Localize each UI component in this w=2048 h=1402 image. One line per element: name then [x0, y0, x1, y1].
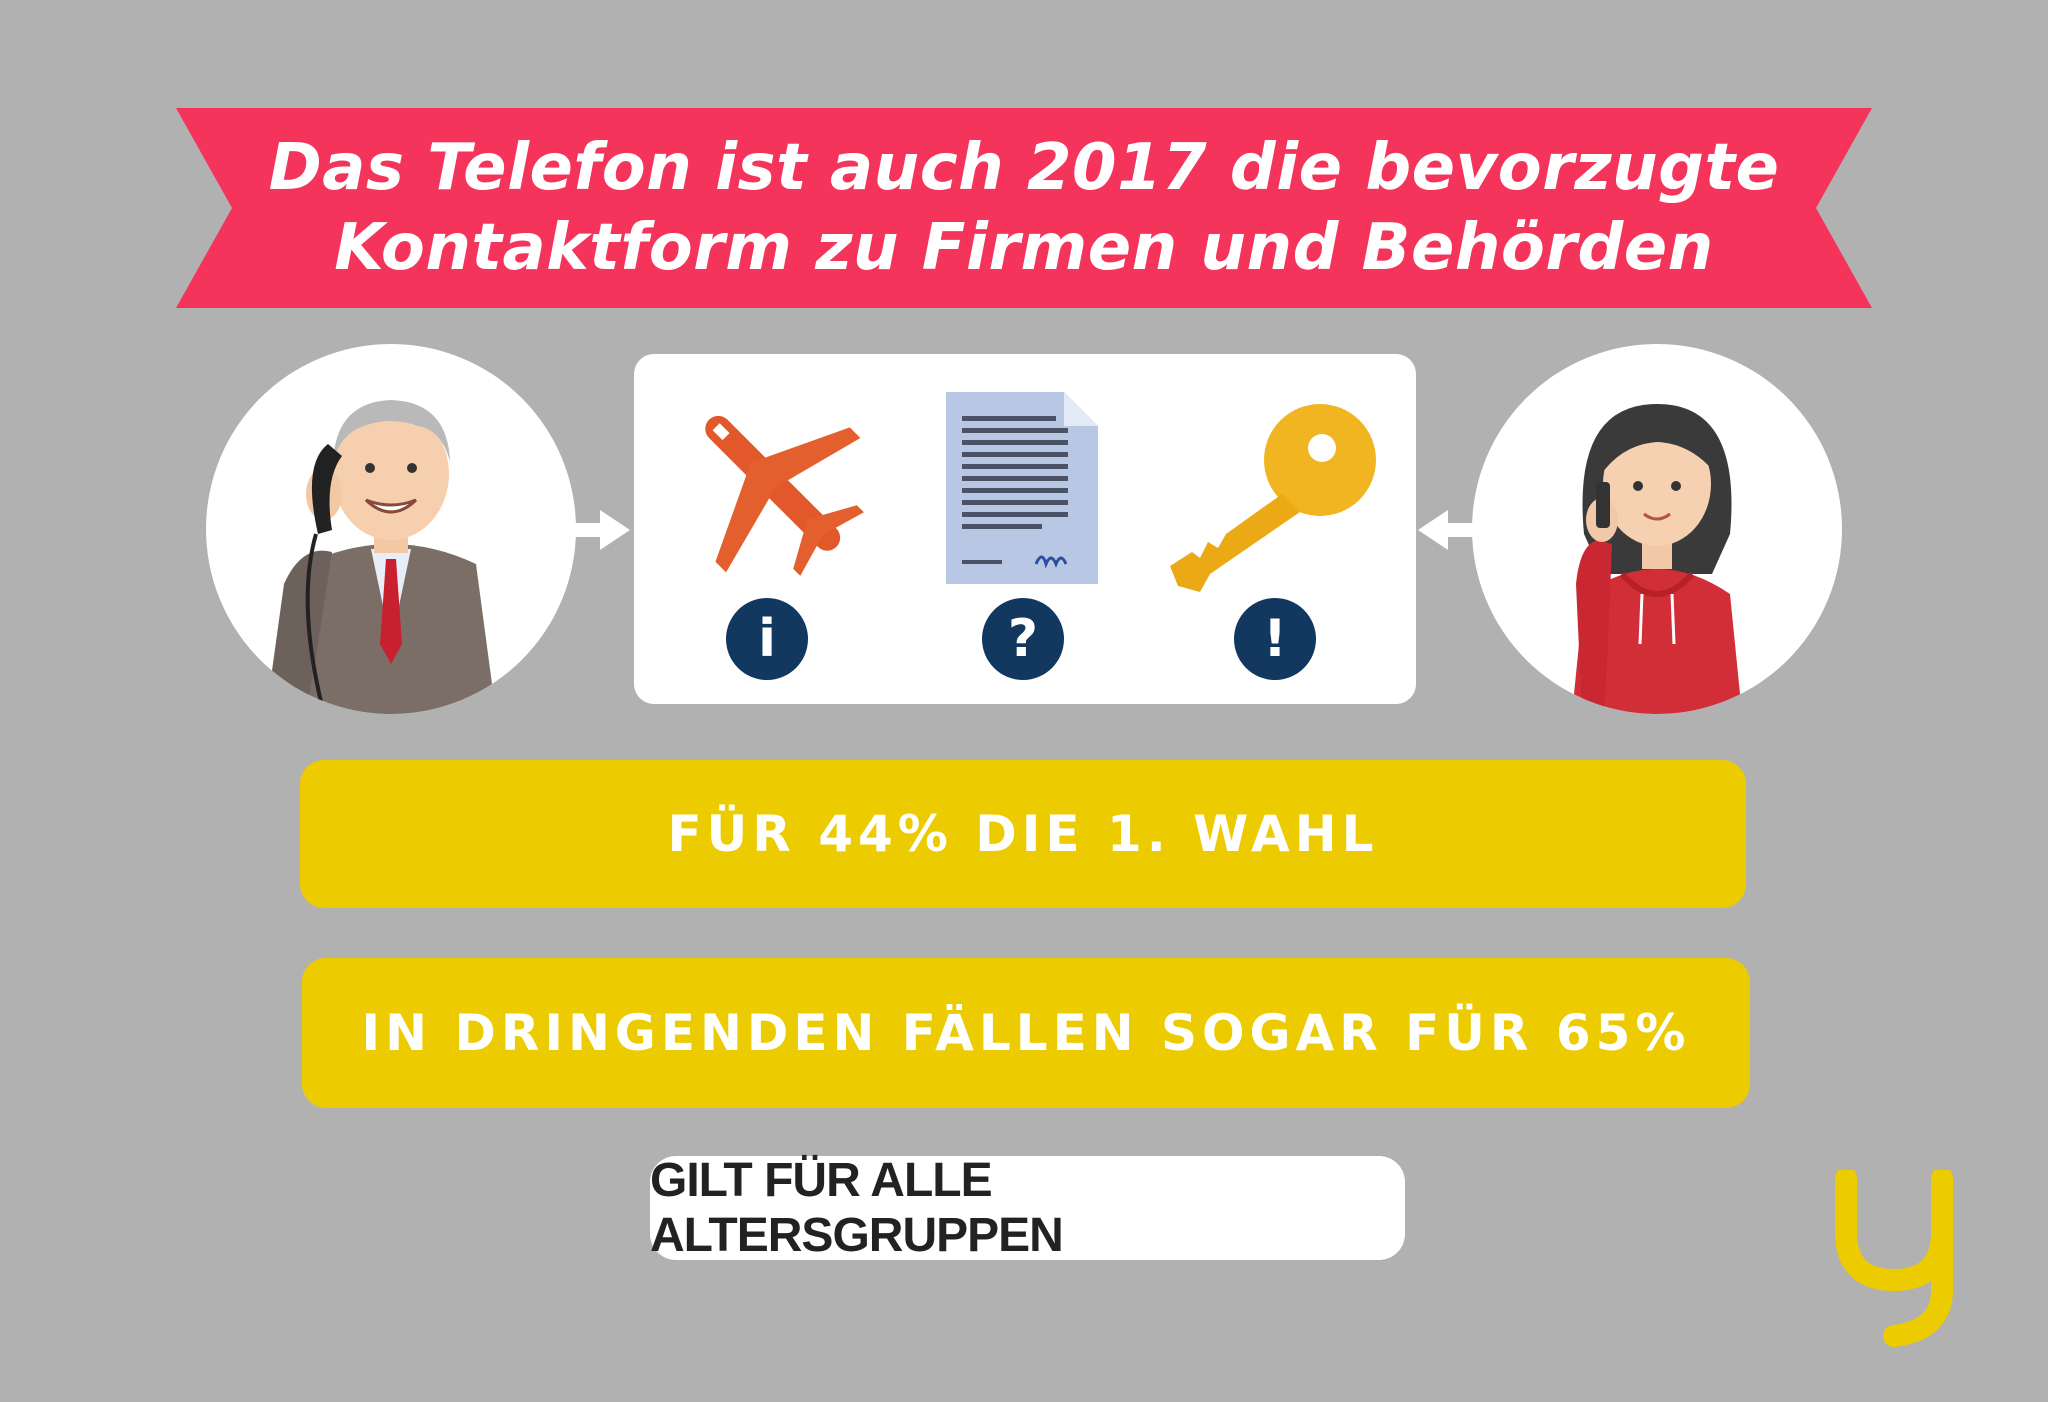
question-badge-glyph: ? — [1007, 609, 1039, 669]
info-icon: i — [726, 598, 808, 680]
caller-man-illustration — [206, 344, 576, 714]
headline-text: Das Telefon ist auch 2017 die bevorzugte… — [176, 106, 1872, 310]
all-age-groups-tag: GILT FÜR ALLE ALTERSGRUPPEN — [650, 1154, 1405, 1262]
all-age-groups-text: GILT FÜR ALLE ALTERSGRUPPEN — [650, 1154, 1064, 1262]
caller-woman-illustration — [1472, 344, 1842, 714]
info-badge-glyph: i — [758, 609, 776, 669]
woman-on-phone-icon — [1572, 404, 1742, 714]
stat-first-choice-text: FÜR 44% DIE 1. WAHL — [667, 805, 1379, 863]
headline-banner: Das Telefon ist auch 2017 die bevorzugte… — [176, 106, 1872, 310]
exclamation-badge-glyph: ! — [1263, 609, 1287, 669]
ribbon-shape — [176, 108, 1872, 308]
stat-urgent-cases: IN DRINGENDEN FÄLLEN SOGAR FÜR 65% — [302, 958, 1750, 1108]
brand-logo-icon — [1824, 1167, 1964, 1354]
headline-line-1: Das Telefon ist auch 2017 die bevorzugte — [268, 131, 1780, 205]
key-icon — [1170, 402, 1380, 596]
topics-card: i ? ! — [634, 354, 1416, 704]
document-icon — [946, 392, 1098, 588]
stat-urgent-cases-text: IN DRINGENDEN FÄLLEN SOGAR FÜR 65% — [361, 1004, 1691, 1062]
stat-first-choice: FÜR 44% DIE 1. WAHL — [300, 760, 1746, 908]
arrow-left-icon — [1418, 510, 1474, 554]
airplane-icon — [672, 384, 872, 588]
headline-line-2: Kontaktform zu Firmen und Behörden — [334, 211, 1714, 285]
man-on-phone-icon — [266, 400, 496, 714]
question-icon: ? — [982, 598, 1064, 680]
arrow-right-icon — [574, 510, 630, 554]
exclamation-icon: ! — [1234, 598, 1316, 680]
